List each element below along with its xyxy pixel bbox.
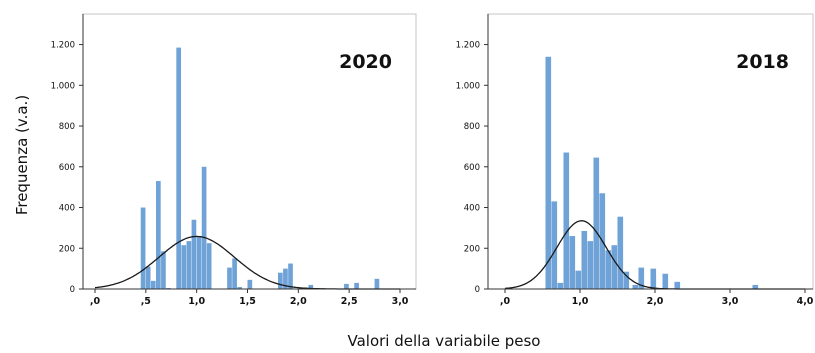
histogram-bar [551,201,558,289]
histogram-bar [605,250,612,289]
y-tick-label: 800 [464,122,480,132]
histogram-bar [278,272,283,289]
histogram-bar [206,243,212,289]
y-tick-label: 600 [464,163,480,173]
histogram-bar [150,280,156,289]
histogram-bar [288,263,293,289]
panel-title-2020: 2020 [339,51,392,73]
histogram-bar [186,241,192,289]
histogram-bar [617,216,624,289]
x-tick-label: 3,0 [392,296,409,307]
histogram-bar [176,47,182,289]
x-tick-label: ,5 [141,296,151,307]
y-tick-label: 600 [59,163,75,173]
y-tick-label: 0 [70,285,75,295]
y-tick-label: 1.200 [456,41,480,51]
histogram-bar [593,157,600,289]
panel-2020: 0 200 400 600 800 1.000 1.200 ,0 ,5 1,0 1,5 2,0 2,5 3… [51,13,417,307]
histogram-bar [563,152,570,289]
histogram-bar [752,284,759,289]
y-tick-label: 400 [59,204,75,214]
y-tick-label: 1.000 [456,81,480,91]
x-tick-label: 2,5 [341,296,358,307]
histogram-bar [587,241,594,289]
y-tick-label: 200 [464,244,480,254]
panel-2018: 0 200 400 600 800 1.000 1.200 ,0 1,0 2,0 3,0 4,0 201… [456,13,814,307]
histogram-bar [166,287,171,289]
histogram-bar [156,181,161,289]
histogram-bar [145,266,151,289]
histogram-bar [650,268,657,289]
histogram-bar [191,219,197,289]
x-tick-label: 2,0 [290,296,307,307]
histogram-bar [196,237,202,289]
y-tick-label: 1.000 [51,81,75,91]
histogram-bar [283,268,288,289]
histogram-bar [575,270,582,289]
histogram-bar [232,258,237,289]
histogram-bar [181,245,187,289]
histogram-bar [662,273,669,289]
histogram-bar [201,166,207,289]
histogram-bar [611,245,618,289]
histogram-bar [557,282,564,289]
panel-title-2018: 2018 [736,51,789,73]
x-tick-label: ,0 [500,296,511,307]
histogram-bar [161,251,166,289]
x-tick-label: 1,5 [239,296,256,307]
histogram-bar [227,267,232,289]
x-tick-label: 2,0 [647,296,664,307]
histogram-bar [569,236,576,289]
histogram-bar [545,56,552,289]
histogram-bar [374,278,380,289]
x-tick-label: 1,0 [572,296,589,307]
x-tick-label: 1,0 [188,296,205,307]
y-tick-label: 800 [59,122,75,132]
x-tick-label: 3,0 [722,296,739,307]
y-tick-label: 200 [59,244,75,254]
y-axis-title: Frequenza (v.a.) [13,95,31,215]
y-tick-label: 0 [475,285,480,295]
histogram-bar [237,286,243,289]
histogram-bar [247,279,253,289]
y-tick-label: 400 [464,204,480,214]
histogram-bar [581,230,588,289]
histogram-bar [623,271,630,289]
histogram-bar [354,282,359,289]
histogram-bar [308,284,314,289]
x-axis-title: Valori della variabile peso [348,332,541,350]
histogram-bar [632,284,639,289]
x-tick-label: ,0 [90,296,101,307]
histogram-bar [638,267,645,289]
x-tick-label: 4,0 [797,296,814,307]
histogram-bar [344,283,349,289]
histogram-bar [140,207,146,289]
histogram-bar [674,281,681,289]
y-tick-label: 1.200 [51,41,75,51]
